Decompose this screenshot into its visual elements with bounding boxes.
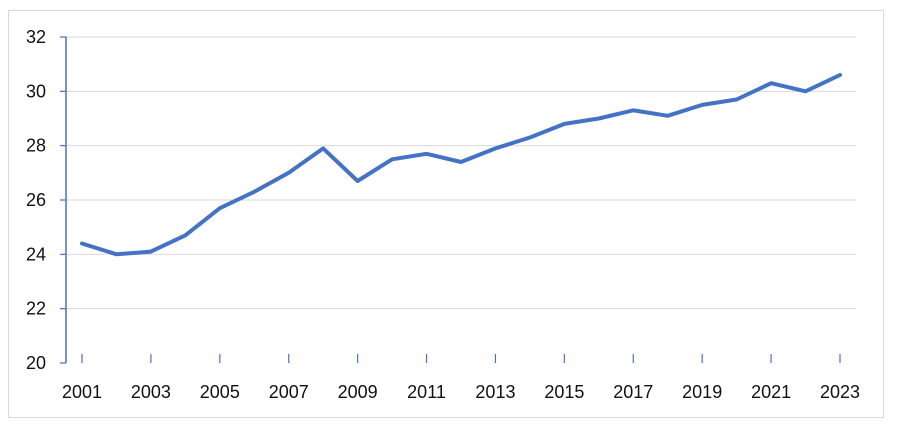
x-tick-label-2017: 2017: [613, 382, 653, 402]
x-tick-label-2007: 2007: [269, 382, 309, 402]
y-tick-label-30: 30: [26, 81, 46, 101]
series-lines: [80, 73, 842, 257]
y-tick-label-22: 22: [26, 299, 46, 319]
y-tick-label-20: 20: [26, 353, 46, 373]
axes: [60, 36, 841, 364]
y-tick-label-26: 26: [26, 190, 46, 210]
x-tick-label-2013: 2013: [475, 382, 515, 402]
chart-frame: [8, 10, 884, 418]
x-tick-label-2001: 2001: [62, 382, 102, 402]
x-tick-label-2003: 2003: [131, 382, 171, 402]
gridlines: [66, 36, 856, 310]
y-tick-label-32: 32: [26, 27, 46, 47]
x-tick-label-2005: 2005: [200, 382, 240, 402]
y-tick-label-24: 24: [26, 244, 46, 264]
x-tick-label-2021: 2021: [751, 382, 791, 402]
x-tick-label-2009: 2009: [338, 382, 378, 402]
y-tick-label-28: 28: [26, 136, 46, 156]
x-tick-label-2011: 2011: [407, 382, 446, 402]
series-line-0: [80, 73, 842, 257]
x-tick-label-2015: 2015: [544, 382, 584, 402]
x-tick-label-2023: 2023: [820, 382, 860, 402]
tick-labels: 20 22 24 26 28 30 32 2001 2003 2005 2007 2009 2011 20…: [26, 27, 860, 402]
x-tick-label-2019: 2019: [682, 382, 722, 402]
